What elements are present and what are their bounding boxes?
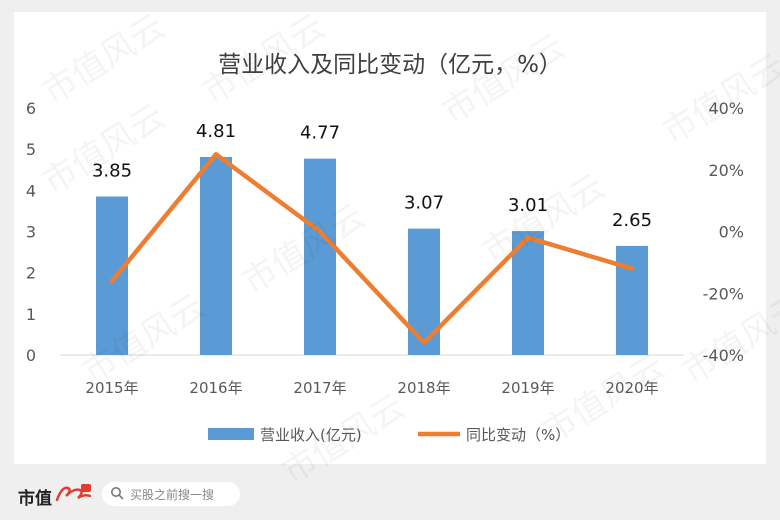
bar-data-label: 3.07 (404, 193, 444, 214)
brand-logo-icon (55, 484, 92, 502)
bar-data-label: 3.01 (508, 195, 548, 216)
left-tick-label: 4 (26, 181, 36, 200)
bar-data-label: 2.65 (612, 210, 652, 231)
bar-data-label: 4.81 (196, 121, 236, 142)
x-tick-label: 2016年 (189, 379, 242, 397)
line-point (318, 230, 322, 233)
search-icon (111, 487, 124, 500)
footer-bar: 市值 买股之前搜一搜 (0, 466, 780, 520)
x-tick-label: 2020年 (605, 379, 658, 397)
bar (616, 245, 648, 355)
left-tick-label: 5 (26, 140, 36, 159)
search-placeholder: 买股之前搜一搜 (130, 488, 215, 502)
left-axis-ticks: 0 1 2 3 4 5 6 (26, 99, 36, 365)
bar-data-label: 4.77 (300, 123, 340, 144)
x-tick-label: 2019年 (501, 379, 554, 397)
line-point (630, 267, 634, 271)
legend-label-yoy: 同比变动（%） (466, 426, 570, 444)
yoy-line (109, 152, 635, 345)
line-point (422, 341, 426, 345)
line-point (526, 236, 530, 240)
bar (304, 158, 336, 355)
bar (96, 196, 128, 355)
left-tick-label: 0 (26, 346, 36, 365)
right-tick-label: 0% (719, 223, 744, 242)
x-tick-label: 2015年 (85, 379, 138, 397)
right-tick-label: -40% (703, 346, 744, 365)
bar (408, 228, 440, 355)
x-axis-labels: 2015年 2016年 2017年 2018年 2019年 2020年 (85, 379, 658, 397)
brand-name: 市值 (18, 489, 52, 509)
line-point (214, 152, 218, 156)
chart-title: 营业收入及同比变动（亿元，%） (218, 52, 562, 78)
chart-card: 市值风云市值风云市值风云市值风云市值风云市值风云市值风云市值风云市值风云市值风云… (14, 6, 780, 492)
left-tick-label: 1 (26, 305, 36, 324)
legend-label-revenue: 营业收入(亿元) (260, 426, 362, 444)
line-series-group (109, 152, 635, 345)
right-tick-label: -20% (703, 284, 744, 303)
right-axis-ticks: -40% -20% 0% 20% 40% (703, 99, 744, 365)
legend-swatch-bar (208, 428, 254, 440)
x-tick-label: 2018年 (397, 379, 450, 397)
left-tick-label: 2 (26, 264, 36, 283)
bar-series (96, 156, 648, 355)
x-tick-label: 2017年 (293, 379, 346, 397)
chart-svg: 营业收入及同比变动（亿元，%） 0 1 2 3 4 5 6 -40% -20% 0% 20% 40%… (26, 52, 744, 444)
left-tick-label: 3 (26, 223, 36, 242)
line-point (110, 279, 114, 283)
bar (200, 156, 232, 355)
right-tick-label: 40% (708, 99, 744, 118)
bar-data-labels: 3.85 4.81 4.77 3.07 3.01 2.65 (92, 121, 652, 231)
search-box[interactable]: 买股之前搜一搜 (102, 482, 240, 506)
bar (512, 231, 544, 355)
left-tick-label: 6 (26, 99, 36, 118)
legend: 营业收入(亿元) 同比变动（%） (208, 426, 570, 444)
right-tick-label: 20% (708, 161, 744, 180)
bar-data-label: 3.85 (92, 161, 132, 182)
